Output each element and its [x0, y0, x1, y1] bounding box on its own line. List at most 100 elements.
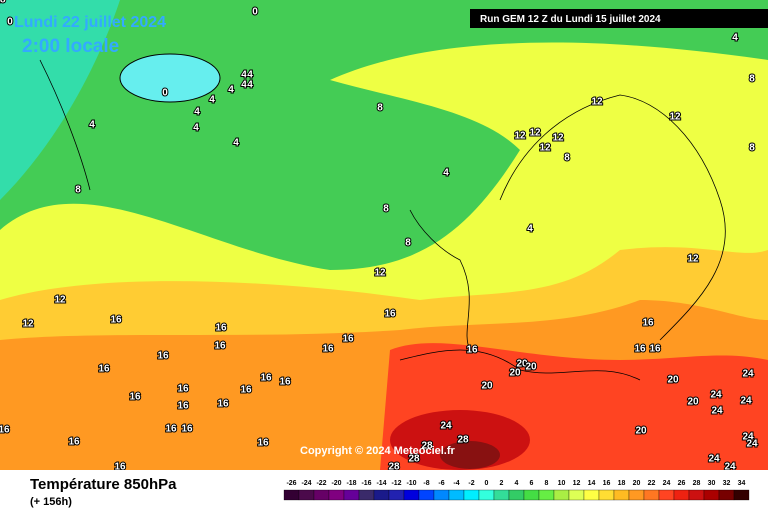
scale-label: 30 [708, 480, 716, 487]
contour-label: 16 [68, 437, 80, 448]
contour-label: 16 [215, 323, 227, 334]
scale-swatch [613, 489, 630, 501]
contour-label: 8 [749, 74, 755, 85]
contour-label: 16 [634, 344, 646, 355]
contour-label: 0 [162, 88, 168, 99]
scale-swatch [448, 489, 465, 501]
scale-swatch [493, 489, 510, 501]
contour-label: 4 [527, 224, 533, 235]
contour-label: 28 [408, 454, 420, 465]
scale-label: -18 [346, 480, 356, 487]
contour-label: 12 [669, 112, 681, 123]
date: Lundi 22 juillet 2024 [14, 14, 166, 31]
contour-label: 16 [279, 377, 291, 388]
scale-label: -6 [438, 480, 444, 487]
contour-label: 12 [54, 295, 66, 306]
scale-label: 22 [648, 480, 656, 487]
contour-label: 24 [742, 432, 754, 443]
scale-swatch [328, 489, 345, 501]
contour-label: 20 [525, 362, 537, 373]
contour-label: 16 [110, 315, 122, 326]
contour-label: 28 [0, 0, 6, 6]
contour-label: 8 [564, 153, 570, 164]
contour-label: 20 [481, 381, 493, 392]
contour-label: 8 [405, 238, 411, 249]
color-scale: -26 -24 -22 -20 -18 -16 -14 -12 -10 -8 -6 -4 -2 0 2 4 6 8… [283, 480, 750, 501]
run-info: Run GEM 12 Z du Lundi 15 juillet 2024 [480, 14, 661, 25]
contour-label: 4 [209, 95, 215, 106]
scale-swatch [703, 489, 720, 501]
scale-swatch [433, 489, 450, 501]
contour-label: 24 [708, 454, 720, 465]
contour-label: 16 [257, 438, 269, 449]
scale-swatch [598, 489, 615, 501]
scale-label: 26 [678, 480, 686, 487]
scale-swatch [658, 489, 675, 501]
contour-label: 4 [233, 138, 239, 149]
scale-swatch [403, 489, 420, 501]
contour-label: 12 [687, 254, 699, 265]
contour-label: 16 [0, 425, 10, 436]
scale-swatch [553, 489, 570, 501]
scale-label: 16 [603, 480, 611, 487]
contour-label: 4 [443, 168, 449, 179]
contour-label: 16 [240, 385, 252, 396]
contour-label: 20 [635, 426, 647, 437]
scale-swatch [643, 489, 660, 501]
scale-label: 0 [485, 480, 489, 487]
contour-label: 8 [377, 103, 383, 114]
scale-label: 18 [618, 480, 626, 487]
contour-label: 20 [516, 359, 528, 370]
scale-label: -20 [331, 480, 341, 487]
scale-swatch [733, 489, 750, 501]
scale-label: 4 [515, 480, 519, 487]
contour-label: 4 [228, 85, 234, 96]
contour-label: 16 [129, 392, 141, 403]
contour-label: 24 [742, 369, 754, 380]
contour-label: 8 [75, 185, 81, 196]
scale-swatch [358, 489, 375, 501]
scale-label: 20 [633, 480, 641, 487]
scale-label: 2 [500, 480, 504, 487]
contour-label: 12 [22, 319, 34, 330]
scale-label: -24 [301, 480, 311, 487]
contour-label: 12 [529, 128, 541, 139]
contour-label: 16 [342, 334, 354, 345]
scale-label: -22 [316, 480, 326, 487]
contour-label: 16 [157, 351, 169, 362]
scale-swatch [343, 489, 360, 501]
contour-label: 16 [177, 384, 189, 395]
scale-swatch [583, 489, 600, 501]
scale-label: 12 [573, 480, 581, 487]
contour-label: 4 [241, 70, 247, 81]
scale-label: 34 [738, 480, 746, 487]
contour-label: 20 [687, 397, 699, 408]
contour-label: 0 [252, 7, 258, 18]
scale-label: -12 [391, 480, 401, 487]
copyright: Copyright © 2024 Meteociel.fr [300, 445, 456, 457]
scale-swatch [538, 489, 555, 501]
contour-label: 12 [539, 143, 551, 154]
contour-label: 20 [509, 368, 521, 379]
contour-label: 28 [421, 441, 433, 452]
contour-label: 16 [466, 345, 478, 356]
contour-label: 4 [732, 33, 738, 44]
contour-label: 16 [649, 344, 661, 355]
contour-label: 4 [89, 120, 95, 131]
contour-label: 8 [383, 204, 389, 215]
scale-swatch [718, 489, 735, 501]
contour-label: 4 [247, 70, 253, 81]
contour-label: 28 [457, 435, 469, 446]
contour-label: 16 [214, 341, 226, 352]
scale-swatch [523, 489, 540, 501]
contour-label: 16 [165, 424, 177, 435]
contour-label: 24 [740, 396, 752, 407]
contour-label: 0 [7, 17, 13, 28]
footer-title: Température 850hPa [30, 476, 177, 493]
scale-swatch [478, 489, 495, 501]
scale-swatch [313, 489, 330, 501]
contour-label: 4 [194, 107, 200, 118]
contour-label: 16 [181, 424, 193, 435]
run-box [470, 9, 768, 28]
